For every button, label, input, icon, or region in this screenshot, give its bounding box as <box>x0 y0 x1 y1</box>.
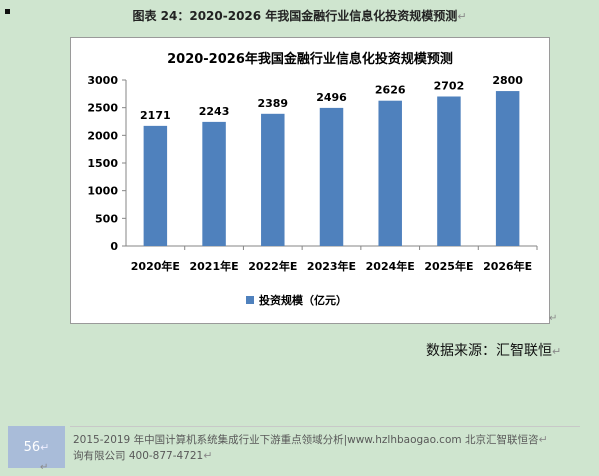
bar <box>261 113 285 246</box>
source-text: 数据来源：汇智联恒 <box>426 343 552 359</box>
footer-line-2-text: 询有限公司 400-877-4721 <box>73 450 204 462</box>
footer-text: 2015-2019 年中国计算机系统集成行业下游重点领域分析|www.hzlhb… <box>73 432 593 464</box>
paragraph-mark: ↵ <box>552 345 562 358</box>
paragraph-mark: ↵ <box>538 433 548 446</box>
bar <box>202 121 226 246</box>
paragraph-mark: ↵ <box>40 440 50 454</box>
data-label: 2243 <box>199 105 230 118</box>
data-label: 2496 <box>316 91 347 104</box>
x-tick-label: 2023年E <box>307 259 356 273</box>
footer-divider <box>70 426 580 427</box>
y-tick-label: 2500 <box>87 102 118 115</box>
y-tick-label: 3000 <box>87 74 118 87</box>
x-tick-label: 2021年E <box>190 259 239 273</box>
footer-line-2: 询有限公司 400-877-4721↵ <box>73 448 593 464</box>
x-tick-label: 2022年E <box>248 259 297 273</box>
paragraph-mark: ↵ <box>549 313 558 324</box>
y-tick-label: 2000 <box>87 129 118 142</box>
chart-title: 2020-2026年我国金融行业信息化投资规模预测 <box>167 51 453 67</box>
bar <box>319 107 344 246</box>
data-source: 数据来源：汇智联恒↵ <box>426 340 561 360</box>
y-tick-label: 1500 <box>87 157 118 170</box>
chart-frame: 2020-2026年我国金融行业信息化投资规模预测 0 500 1000 1500 20… <box>70 37 550 324</box>
data-label: 2389 <box>257 97 288 110</box>
list-bullet <box>5 9 10 14</box>
bar <box>378 100 402 246</box>
x-tick-label: 2024年E <box>366 259 415 273</box>
caption-text: 图表 24：2020-2026 年我国金融行业信息化投资规模预测 <box>132 9 458 23</box>
bar <box>143 125 168 246</box>
paragraph-mark: ↵ <box>457 10 467 23</box>
x-tick-label: 2026年E <box>483 259 532 273</box>
x-tick-label: 2020年E <box>131 259 180 273</box>
data-label: 2702 <box>434 79 465 92</box>
page-number-text: 56 <box>23 439 41 455</box>
page-number: 56 ↵ <box>8 426 65 468</box>
bar-chart: 2020-2026年我国金融行业信息化投资规模预测 0 500 1000 1500 20… <box>87 51 538 307</box>
paragraph-mark: ↵ <box>40 462 49 473</box>
footer-line-1-text: 2015-2019 年中国计算机系统集成行业下游重点领域分析|www.hzlhb… <box>73 434 539 446</box>
x-tick-label: 2025年E <box>424 259 473 273</box>
data-label: 2800 <box>492 74 523 87</box>
data-label: 2171 <box>140 109 171 122</box>
footer-line-1: 2015-2019 年中国计算机系统集成行业下游重点领域分析|www.hzlhb… <box>73 432 593 448</box>
y-tick-label: 1000 <box>87 185 118 198</box>
data-label: 2626 <box>375 84 406 97</box>
bar <box>437 96 461 246</box>
legend-label: 投资规模（亿元） <box>259 293 347 307</box>
figure-caption: 图表 24：2020-2026 年我国金融行业信息化投资规模预测↵ <box>0 7 599 24</box>
y-tick-label: 500 <box>95 212 118 225</box>
legend-swatch <box>246 296 254 304</box>
bar <box>495 91 520 246</box>
y-tick-label: 0 <box>110 240 118 253</box>
paragraph-mark: ↵ <box>203 449 213 462</box>
